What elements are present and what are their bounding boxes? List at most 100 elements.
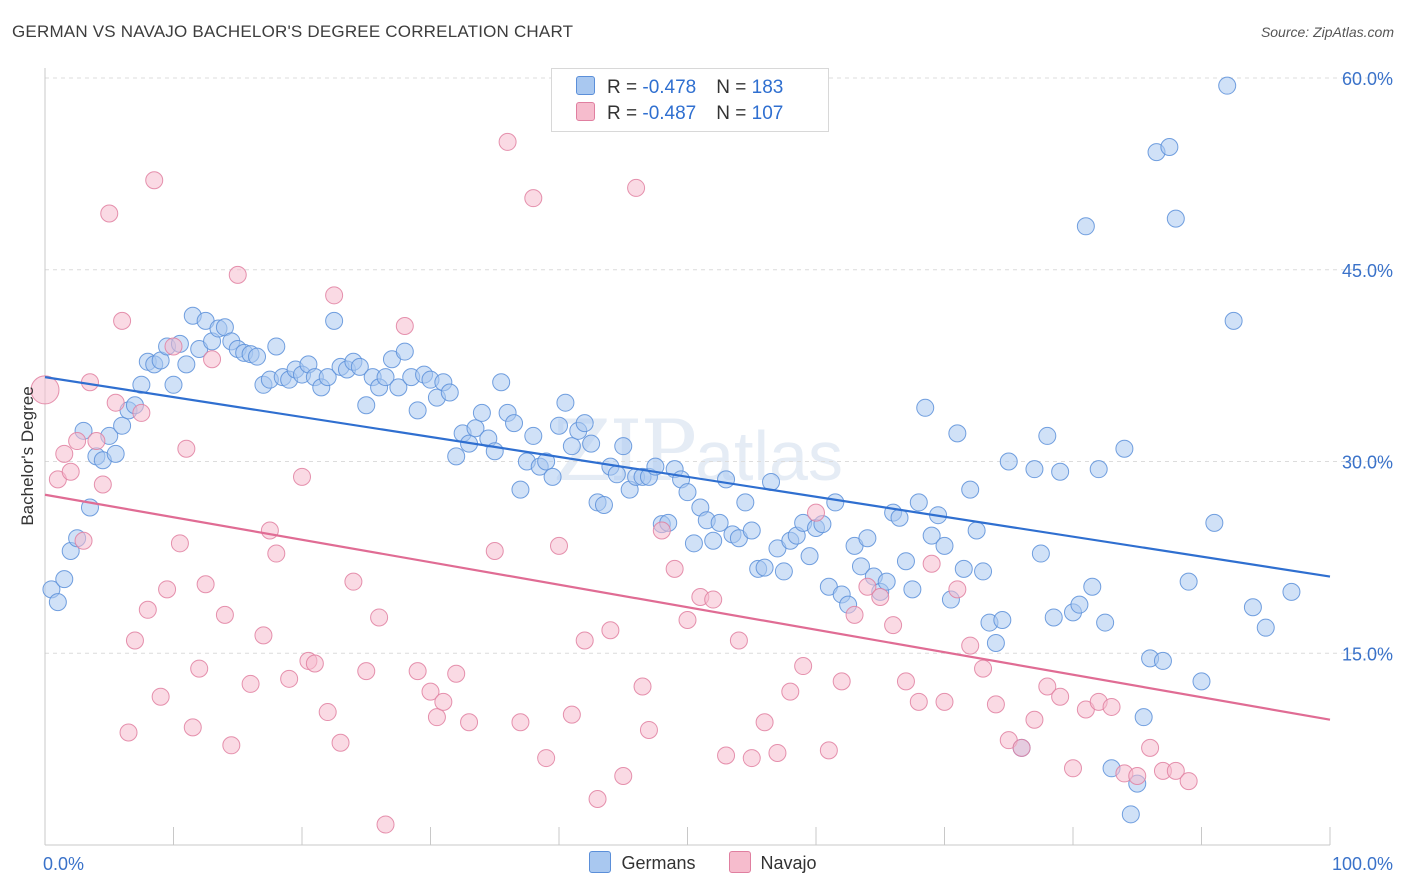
point-germans bbox=[1025, 460, 1044, 479]
point-navajo bbox=[1102, 697, 1121, 716]
point-navajo bbox=[601, 621, 620, 640]
point-germans bbox=[550, 416, 568, 435]
point-navajo bbox=[158, 580, 177, 599]
point-navajo bbox=[498, 132, 517, 151]
point-germans bbox=[556, 393, 575, 412]
point-germans bbox=[967, 521, 986, 540]
point-germans bbox=[736, 493, 755, 512]
point-germans bbox=[492, 373, 511, 392]
point-navajo bbox=[633, 677, 652, 696]
point-germans bbox=[800, 547, 819, 566]
point-navajo bbox=[215, 605, 234, 624]
point-navajo bbox=[460, 713, 479, 732]
axes bbox=[44, 68, 1331, 846]
point-germans bbox=[1256, 618, 1275, 637]
point-navajo bbox=[858, 577, 877, 596]
point-navajo bbox=[318, 703, 337, 722]
point-navajo bbox=[729, 631, 748, 650]
point-germans bbox=[922, 526, 941, 545]
point-germans bbox=[974, 562, 993, 581]
point-navajo bbox=[550, 536, 568, 555]
point-germans bbox=[1083, 577, 1102, 596]
point-navajo bbox=[588, 789, 607, 808]
point-navajo bbox=[395, 316, 414, 335]
point-germans bbox=[1160, 138, 1179, 157]
point-navajo bbox=[241, 674, 260, 693]
point-navajo bbox=[228, 265, 247, 284]
point-germans bbox=[1153, 651, 1172, 670]
point-germans bbox=[357, 396, 376, 415]
point-germans bbox=[511, 480, 530, 499]
legend-item-germans[interactable]: Germans bbox=[589, 851, 695, 874]
point-navajo bbox=[1128, 766, 1147, 785]
trend-line-germans bbox=[44, 376, 1331, 578]
legend-n-label: N = bbox=[716, 77, 752, 98]
point-germans bbox=[48, 593, 67, 612]
point-germans bbox=[132, 375, 151, 394]
point-navajo bbox=[485, 541, 504, 560]
point-germans bbox=[1096, 613, 1115, 632]
point-navajo bbox=[447, 664, 466, 683]
point-germans bbox=[350, 357, 369, 376]
point-navajo bbox=[100, 204, 119, 223]
point-navajo bbox=[113, 311, 132, 330]
point-germans bbox=[389, 378, 408, 397]
point-germans bbox=[325, 311, 344, 330]
legend-row-navajo: R = -0.487 N = 107 bbox=[576, 102, 783, 126]
point-navajo bbox=[408, 662, 427, 681]
point-navajo bbox=[421, 682, 440, 701]
point-germans bbox=[408, 401, 427, 420]
point-navajo bbox=[909, 692, 928, 711]
point-navajo bbox=[293, 467, 311, 486]
point-navajo bbox=[331, 733, 350, 752]
point-germans bbox=[826, 493, 845, 512]
y-tick-label: 45.0% bbox=[1342, 261, 1393, 281]
legend-item-navajo[interactable]: Navajo bbox=[728, 851, 817, 874]
legend-swatch-navajo bbox=[728, 851, 751, 873]
point-navajo bbox=[794, 657, 813, 676]
point-navajo bbox=[119, 723, 138, 742]
point-germans bbox=[1192, 672, 1211, 691]
point-germans bbox=[684, 534, 703, 553]
point-navajo bbox=[922, 554, 941, 573]
point-germans bbox=[318, 368, 337, 387]
point-navajo bbox=[986, 695, 1005, 714]
point-navajo bbox=[627, 178, 646, 197]
point-germans bbox=[1038, 426, 1057, 445]
y-tick-label: 60.0% bbox=[1342, 69, 1393, 89]
legend-swatch-germans bbox=[576, 76, 595, 95]
point-germans bbox=[1224, 311, 1243, 330]
point-germans bbox=[704, 531, 723, 550]
correlation-legend: R = -0.478 N = 183 R = -0.487 N = 107 bbox=[551, 68, 829, 132]
point-germans bbox=[678, 483, 697, 502]
point-navajo bbox=[280, 669, 299, 688]
point-navajo bbox=[961, 636, 980, 655]
point-germans bbox=[948, 424, 967, 443]
point-navajo bbox=[974, 659, 993, 678]
point-germans bbox=[961, 480, 980, 499]
point-germans bbox=[890, 508, 909, 527]
point-navajo bbox=[575, 631, 594, 650]
point-navajo bbox=[222, 736, 241, 755]
point-germans bbox=[440, 383, 459, 402]
legend-swatch-navajo bbox=[576, 102, 595, 121]
legend-r-label: R = bbox=[607, 103, 643, 124]
point-navajo bbox=[87, 432, 106, 451]
legend-label-navajo: Navajo bbox=[760, 853, 817, 873]
point-navajo bbox=[524, 189, 543, 208]
point-germans bbox=[993, 611, 1012, 630]
point-navajo bbox=[768, 743, 787, 762]
point-germans bbox=[594, 495, 613, 514]
point-navajo bbox=[845, 605, 864, 624]
point-navajo bbox=[145, 171, 164, 190]
y-tick-label: 15.0% bbox=[1342, 644, 1393, 664]
point-navajo bbox=[434, 692, 453, 711]
point-germans bbox=[717, 470, 736, 489]
point-germans bbox=[954, 559, 973, 578]
point-germans bbox=[1115, 439, 1134, 458]
point-navajo bbox=[1025, 710, 1044, 729]
point-navajo bbox=[678, 611, 697, 630]
tick-labels: 15.0% 30.0% 45.0% 60.0% 0.0% 100.0% bbox=[43, 69, 1393, 874]
point-germans bbox=[1282, 582, 1301, 601]
